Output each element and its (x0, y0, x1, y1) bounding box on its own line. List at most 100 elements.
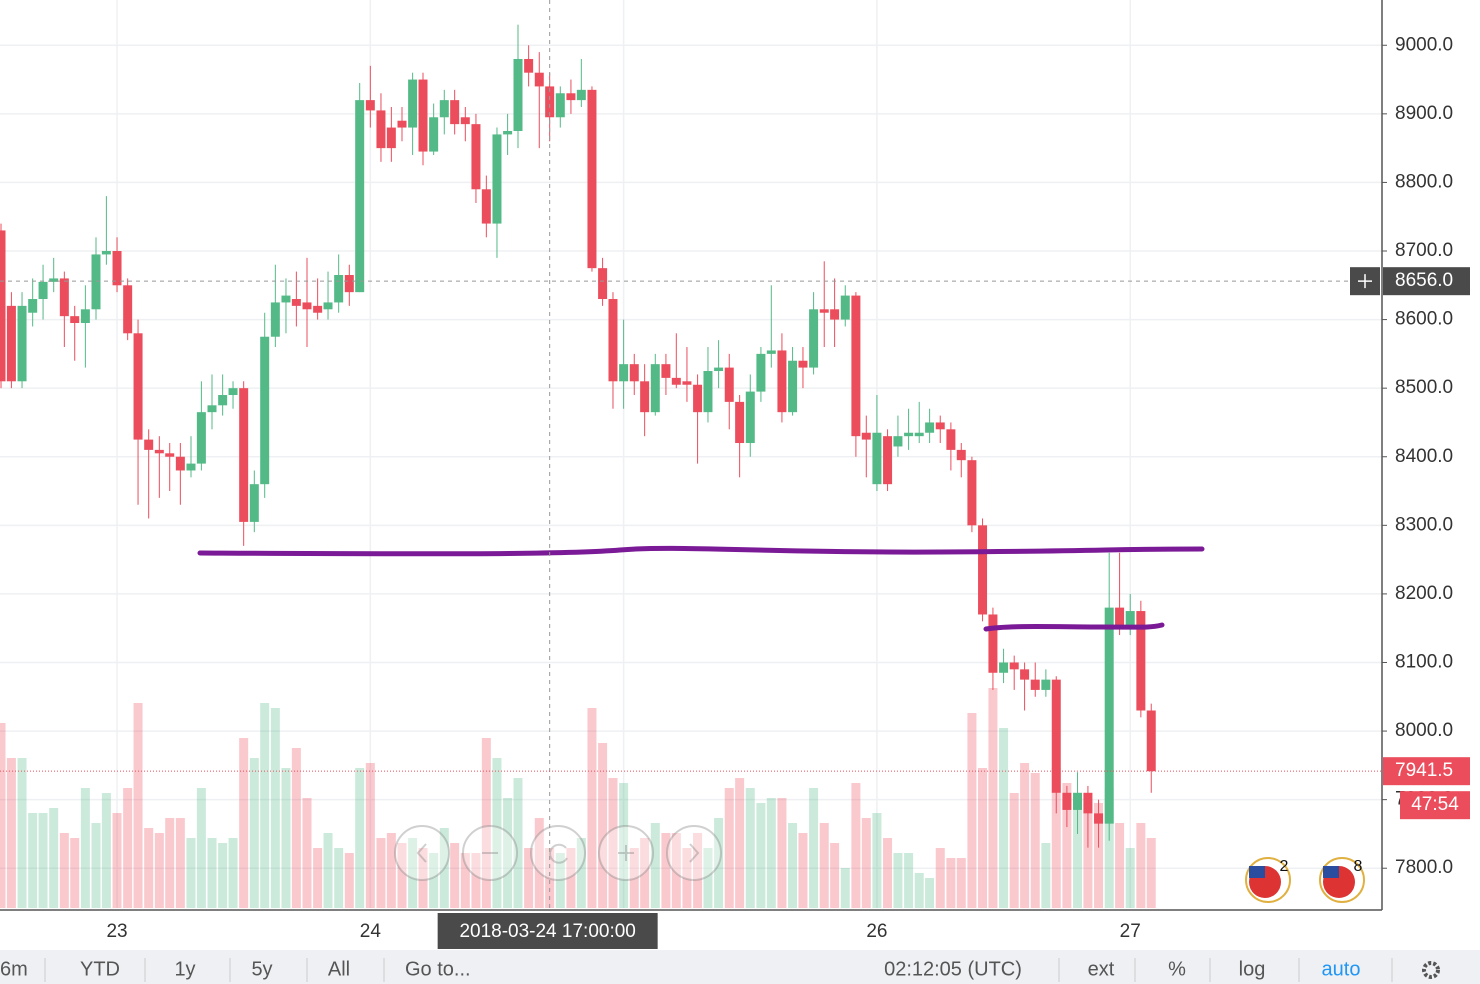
candle-body (239, 388, 249, 522)
volume-bar (49, 808, 59, 908)
candle-body (883, 436, 893, 485)
volume-bar (365, 763, 375, 908)
candle-body (988, 614, 998, 673)
candle-body (59, 278, 69, 317)
volume-bar (196, 788, 206, 908)
volume-bar (576, 838, 586, 908)
candle-body (566, 93, 576, 101)
range-button[interactable]: YTD (80, 958, 120, 980)
volume-bar (693, 833, 703, 908)
volume-bar (893, 853, 903, 908)
volume-bar (1062, 783, 1072, 908)
option-button[interactable]: auto (1322, 958, 1361, 980)
countdown-box (1400, 791, 1470, 820)
candle-body (17, 305, 27, 382)
candle-body (587, 89, 597, 269)
candle-body (608, 299, 618, 382)
candle-body (101, 251, 111, 255)
volume-bar (418, 848, 428, 908)
volume-bar (830, 843, 840, 908)
candle-body (492, 134, 502, 224)
candle-body (851, 295, 861, 437)
option-button[interactable]: ext (1088, 958, 1115, 980)
candle-body (154, 449, 164, 454)
volume-bar (323, 833, 333, 908)
toolbar-items: 6m YTD 1y 5y All Go to... 02:12:05 (UTC) ext% lo… (0, 958, 1440, 982)
volume-bar (471, 853, 481, 908)
candle-body (313, 305, 323, 313)
y-tick-label: 8500.0 (1395, 377, 1453, 398)
candle-body (218, 395, 228, 406)
volume-bar (334, 848, 344, 908)
candle-body (418, 79, 428, 152)
volume-bar (840, 868, 850, 908)
candle-body (1062, 792, 1072, 810)
option-button[interactable]: log (1239, 958, 1266, 980)
reset-button[interactable] (530, 825, 586, 881)
volume-bar (460, 853, 470, 908)
candle-body (429, 117, 439, 152)
volume-bar (133, 703, 143, 908)
volume-bar (144, 828, 154, 908)
y-tick-label: 8700.0 (1395, 240, 1453, 261)
volume-bar (925, 878, 935, 908)
volume-bar (766, 798, 776, 908)
drawn-line (983, 622, 1165, 632)
candle-body (281, 295, 291, 303)
volume-pane (0, 688, 1156, 908)
option-button[interactable]: % (1168, 958, 1186, 980)
volume-bar (165, 818, 175, 908)
volume-bar (640, 838, 650, 908)
volume-bar (661, 833, 671, 908)
volume-bar (28, 813, 38, 908)
candle-body (893, 436, 903, 447)
candle-body (344, 275, 354, 293)
candle-body (819, 309, 829, 313)
range-button[interactable]: All (328, 958, 350, 980)
last-price-box (1383, 757, 1470, 786)
candle-body (978, 525, 988, 615)
volume-bar (302, 798, 312, 908)
settings-button[interactable] (1422, 961, 1440, 979)
candle-body (260, 336, 270, 485)
scroll-left-button[interactable] (394, 825, 450, 881)
volume-bar (249, 758, 259, 908)
volume-bar (123, 788, 133, 908)
candle-body (481, 189, 491, 224)
volume-bar (1104, 788, 1114, 908)
candle-body (49, 278, 59, 282)
zoom-out-button[interactable] (462, 825, 518, 881)
candle-body (334, 275, 344, 303)
range-button[interactable]: 1y (174, 958, 195, 980)
volume-bar (91, 823, 101, 908)
volume-bar (777, 798, 787, 908)
volume-bar (376, 838, 386, 908)
candle-body (450, 100, 460, 125)
volume-bar (999, 728, 1009, 908)
volume-bar (260, 703, 270, 908)
volume-bar (1030, 773, 1040, 908)
candle-body (745, 391, 755, 444)
candle-body (291, 299, 301, 306)
toolbar (0, 950, 1480, 984)
volume-bar (650, 823, 660, 908)
candle-body (735, 401, 745, 444)
volume-bar (619, 783, 629, 908)
volume-bar (714, 818, 724, 908)
volume-bar (851, 783, 861, 908)
candle-body (598, 268, 608, 300)
countdown-label: 47:54 (1411, 794, 1459, 815)
candle-body (228, 388, 238, 396)
event-count: 8 (1354, 858, 1363, 875)
goto-button[interactable]: Go to... (405, 958, 471, 980)
flag-canton (1249, 866, 1265, 878)
range-button[interactable]: 5y (251, 958, 272, 980)
zoom-in-button[interactable] (598, 825, 654, 881)
range-button[interactable]: 6m (0, 958, 28, 980)
y-tick-label: 8000.0 (1395, 720, 1453, 741)
scroll-right-button[interactable] (666, 825, 722, 881)
candle-body (830, 309, 840, 320)
candle-body (555, 93, 565, 118)
